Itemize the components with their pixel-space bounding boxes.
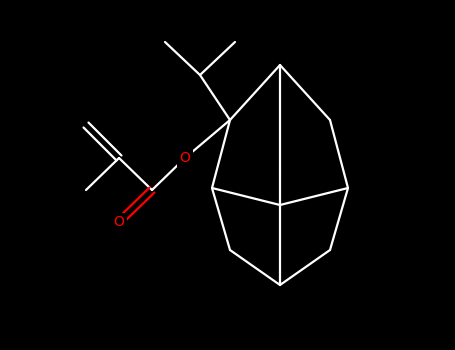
Text: O: O <box>114 215 124 229</box>
Text: O: O <box>180 151 191 165</box>
